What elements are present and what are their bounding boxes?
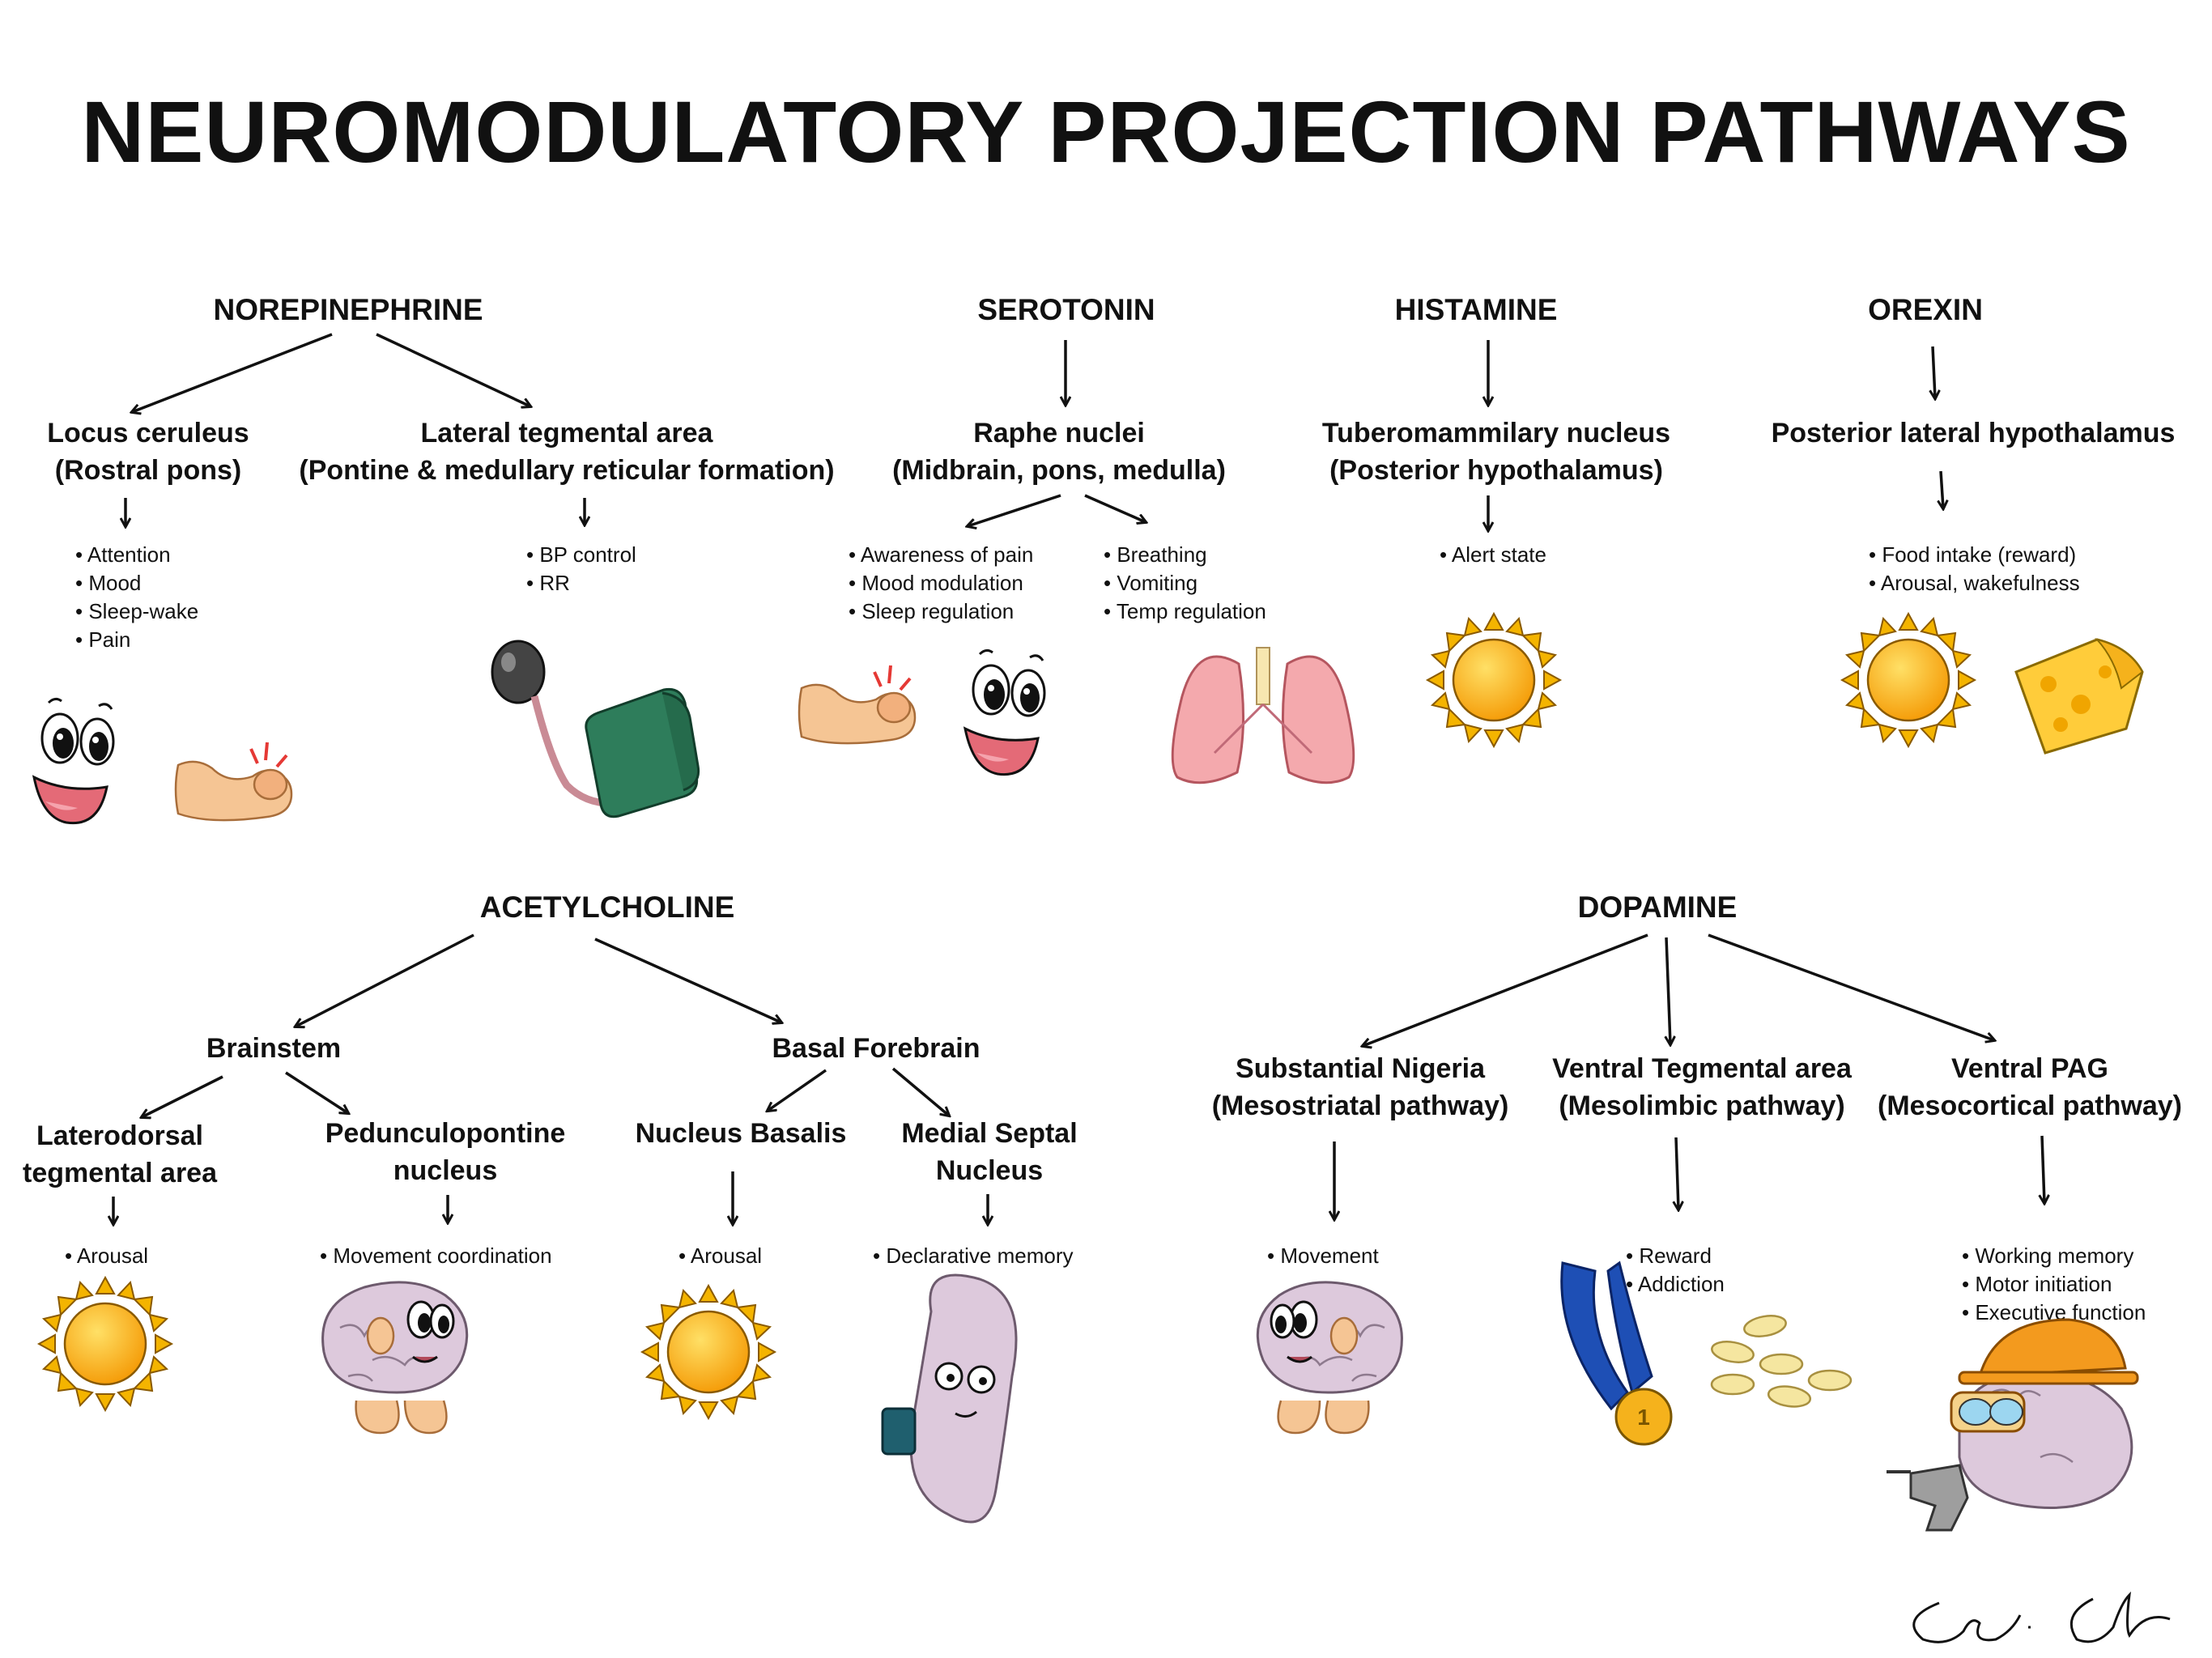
medial-septal-label: Medial Septal Nucleus: [901, 1118, 1078, 1186]
effect-item: Reward: [1626, 1242, 1725, 1270]
happy-face-icon: [32, 697, 115, 825]
histamine-header: HISTAMINE: [1394, 293, 1558, 326]
happy-face-icon: [963, 648, 1046, 776]
histamine-effects: Alert state: [1440, 541, 1546, 569]
brainstem-label: Brainstem: [206, 1033, 342, 1064]
sun-icon: [37, 1276, 173, 1412]
stubbed-toe-icon: [174, 741, 293, 823]
laterodorsal-effects: Arousal: [65, 1242, 148, 1270]
lungs-icon: [1171, 647, 1355, 784]
serotonin-header: SEROTONIN: [977, 293, 1155, 326]
dopamine-header: DOPAMINE: [1577, 891, 1738, 924]
effect-item: Temp regulation: [1104, 597, 1266, 626]
substantia-nigra-label: Substantial Nigeria (Mesostriatal pathwa…: [1211, 1053, 1509, 1121]
effect-item: BP control: [526, 541, 636, 569]
posterior-lateral-hypothalamus-label: Posterior lateral hypothalamus: [1771, 418, 2176, 449]
medial-septal-effects: Declarative memory: [873, 1242, 1073, 1270]
nucleus-basalis-effects: Arousal: [678, 1242, 762, 1270]
effect-item: Declarative memory: [873, 1242, 1073, 1270]
orexin-effects: Food intake (reward) Arousal, wakefulnes…: [1869, 541, 2080, 597]
effect-item: Arousal: [65, 1242, 148, 1270]
effect-item: Working memory: [1962, 1242, 2146, 1270]
effect-item: Food intake (reward): [1869, 541, 2080, 569]
bp-cuff-icon: [491, 640, 700, 818]
locus-ceruleus-label: Locus ceruleus (Rostral pons): [47, 418, 249, 486]
basal-forebrain-label: Basal Forebrain: [772, 1033, 981, 1064]
pedunculopontine-label: Pedunculopontine nucleus: [325, 1118, 566, 1186]
effect-item: Mood: [75, 569, 198, 597]
lateral-tegmental-label: Lateral tegmental area (Pontine & medull…: [299, 418, 835, 486]
worker-brain-icon: [1887, 1318, 2139, 1532]
effect-item: Sleep-wake: [75, 597, 198, 626]
ventral-tegmental-effects: Reward Addiction: [1626, 1242, 1725, 1299]
effect-item: Vomiting: [1104, 569, 1266, 597]
substantia-nigra-effects: Movement: [1267, 1242, 1378, 1270]
sun-icon: [1840, 612, 1976, 748]
effect-item: Breathing: [1104, 541, 1266, 569]
effect-item: Attention: [75, 541, 198, 569]
effect-item: Mood modulation: [849, 569, 1033, 597]
stubbed-toe-icon: [798, 664, 917, 746]
kidney-character-icon: [881, 1273, 1018, 1524]
lateral-tegmental-effects: BP control RR: [526, 541, 636, 597]
effect-item: Arousal: [678, 1242, 762, 1270]
nucleus-basalis-label: Nucleus Basalis: [635, 1118, 847, 1149]
medal-icon: 1: [1560, 1261, 1673, 1446]
effect-item: Movement: [1267, 1242, 1378, 1270]
laterodorsal-label: Laterodorsal tegmental area: [23, 1120, 217, 1188]
ventral-pag-effects: Working memory Motor initiation Executiv…: [1962, 1242, 2146, 1327]
sun-icon: [640, 1284, 776, 1420]
effect-item: Addiction: [1626, 1270, 1725, 1299]
cheese-icon: [2014, 638, 2144, 755]
effect-item: Motor initiation: [1962, 1270, 2146, 1299]
raphe-nuclei-label: Raphe nuclei (Midbrain, pons, medulla): [892, 418, 1226, 486]
effect-item: RR: [526, 569, 636, 597]
orexin-header: OREXIN: [1868, 293, 1983, 326]
sun-icon: [1426, 612, 1562, 748]
ventral-tegmental-label: Ventral Tegmental area (Mesolimbic pathw…: [1552, 1053, 1852, 1121]
raphe-effects-right: Breathing Vomiting Temp regulation: [1104, 541, 1266, 626]
effect-item: Awareness of pain: [849, 541, 1033, 569]
brain-character-icon: [321, 1281, 469, 1435]
signature-icon: [1912, 1591, 2171, 1643]
ventral-pag-label: Ventral PAG (Mesocortical pathway): [1878, 1053, 2182, 1121]
raphe-effects-left: Awareness of pain Mood modulation Sleep …: [849, 541, 1033, 626]
effect-item: Alert state: [1440, 541, 1546, 569]
effect-item: Movement coordination: [320, 1242, 551, 1270]
effect-item: Pain: [75, 626, 198, 654]
pills-icon: [1710, 1315, 1853, 1408]
acetylcholine-header: ACETYLCHOLINE: [479, 891, 735, 924]
page-title: NEUROMODULATORY PROJECTION PATHWAYS: [81, 83, 2131, 181]
pedunculopontine-effects: Movement coordination: [320, 1242, 551, 1270]
svg-text:1: 1: [1637, 1405, 1650, 1430]
tuberomammilary-label: Tuberomammilary nucleus (Posterior hypot…: [1321, 418, 1671, 486]
norepinephrine-header: NOREPINEPHRINE: [213, 293, 483, 326]
locus-ceruleus-effects: Attention Mood Sleep-wake Pain: [75, 541, 198, 654]
effect-item: Arousal, wakefulness: [1869, 569, 2080, 597]
effect-item: Sleep regulation: [849, 597, 1033, 626]
brain-character-icon: [1256, 1281, 1403, 1435]
